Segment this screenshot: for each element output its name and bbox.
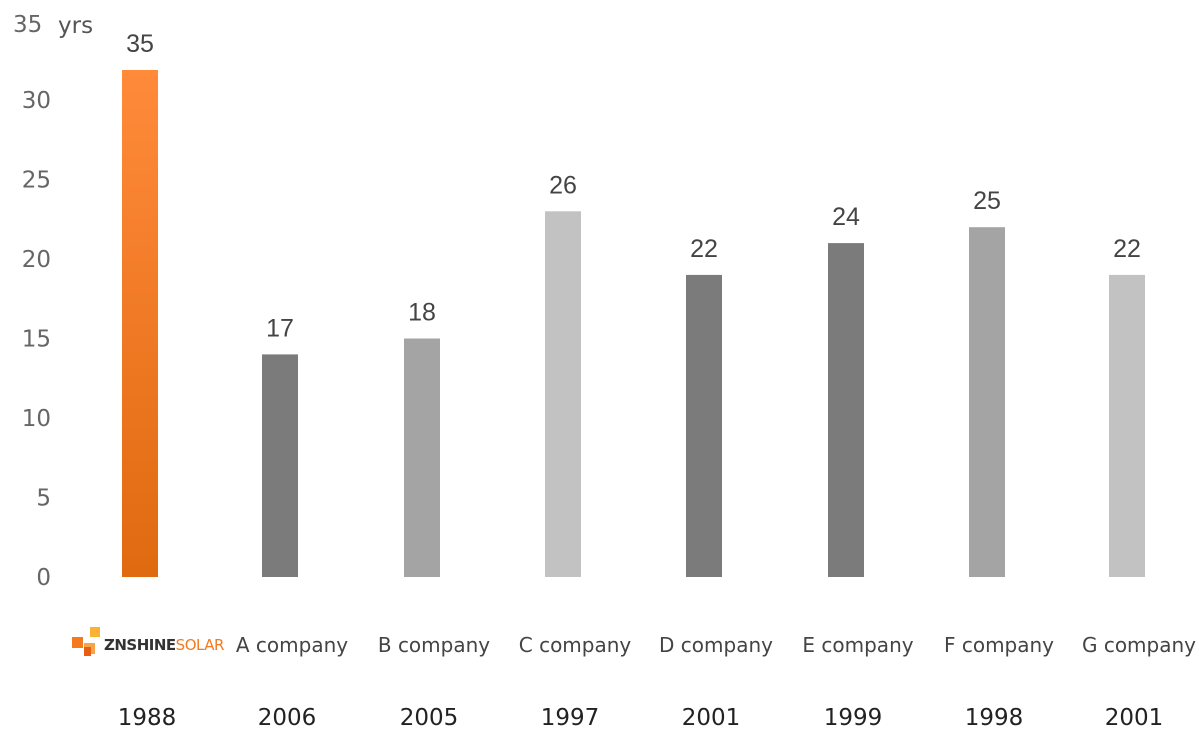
y-tick-label: 25 <box>22 168 51 194</box>
data-label: 17 <box>266 314 294 342</box>
y-tick-label: 5 <box>36 486 51 512</box>
bar <box>1109 274 1145 577</box>
data-label: 25 <box>973 187 1001 215</box>
bars <box>122 70 1145 578</box>
founding-year-label: 1998 <box>965 705 1024 731</box>
logo-square <box>84 647 91 656</box>
logo-square <box>72 637 83 648</box>
y-tick-label: 15 <box>22 327 51 353</box>
x-tick-label: C company <box>519 633 632 657</box>
y-tick-label: 20 <box>22 247 51 273</box>
y-tick-label: 30 <box>22 88 51 114</box>
founding-year-label: 2005 <box>400 705 459 731</box>
data-label: 22 <box>690 235 718 263</box>
founding-year-label: 2001 <box>682 705 741 731</box>
data-label: 35 <box>126 30 154 58</box>
logo-text: ZNSHINESOLAR <box>104 636 224 654</box>
bar <box>545 211 581 578</box>
x-tick-label: A company <box>236 633 348 657</box>
founding-years: 1988 2006 2005 1997 2001 1999 1998 2001 <box>118 705 1164 731</box>
founding-year-label: 2001 <box>1105 705 1164 731</box>
logo-accent-text: SOLAR <box>176 636 224 654</box>
x-tick-label: G company <box>1082 633 1196 657</box>
bar <box>262 354 298 577</box>
znshine-solar-logo: ZNSHINESOLAR <box>72 627 224 656</box>
y-axis: 0 5 10 15 20 25 30 35 yrs <box>13 12 93 591</box>
x-tick-label: F company <box>944 633 1054 657</box>
bar <box>122 70 158 577</box>
data-label: 22 <box>1113 235 1141 263</box>
bar <box>404 338 440 577</box>
x-axis: ZNSHINESOLAR A company B company C company D… <box>72 627 1196 657</box>
y-tick-label: 10 <box>22 406 51 432</box>
logo-square <box>90 627 100 637</box>
x-tick-label: B company <box>378 633 490 657</box>
founding-year-label: 1999 <box>824 705 883 731</box>
data-label: 26 <box>549 171 577 199</box>
founding-year-label: 1997 <box>541 705 600 731</box>
x-tick-label: E company <box>802 633 913 657</box>
founding-year-label: 2006 <box>258 705 317 731</box>
data-label: 24 <box>832 203 860 231</box>
founding-year-label: 1988 <box>118 705 177 731</box>
value-labels: 35 17 18 26 22 24 25 22 <box>126 30 1141 342</box>
bar <box>828 243 864 577</box>
x-tick-label: D company <box>659 633 773 657</box>
bar <box>969 227 1005 577</box>
y-tick-label: 0 <box>36 565 51 591</box>
data-label: 18 <box>408 299 436 327</box>
y-axis-unit: yrs <box>58 13 93 39</box>
bar <box>686 274 722 577</box>
y-tick-label: 35 <box>13 12 42 38</box>
